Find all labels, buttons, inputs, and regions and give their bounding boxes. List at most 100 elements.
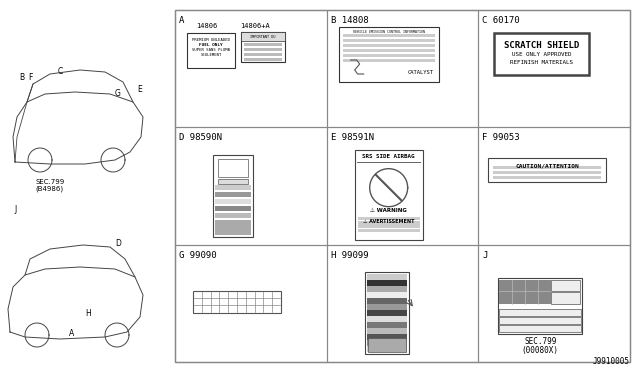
Bar: [552, 292, 580, 304]
Bar: [342, 59, 435, 62]
Bar: [552, 280, 580, 291]
Text: ⚠ WARNING: ⚠ WARNING: [370, 208, 407, 213]
Text: C: C: [58, 67, 63, 77]
Bar: [358, 224, 420, 227]
Bar: [193, 291, 281, 313]
Text: PREMIUM UNLEADED: PREMIUM UNLEADED: [192, 38, 230, 42]
Bar: [215, 220, 251, 225]
Text: G 99090: G 99090: [179, 251, 216, 260]
Bar: [367, 334, 406, 340]
Text: B 14808: B 14808: [331, 16, 368, 25]
Text: VEHICLE EMISSION CONTROL INFORMATION: VEHICLE EMISSION CONTROL INFORMATION: [353, 30, 425, 34]
Text: E 98591N: E 98591N: [331, 133, 374, 142]
Text: CAUTION/ATTENTION: CAUTION/ATTENTION: [515, 164, 579, 169]
Text: F: F: [28, 73, 32, 81]
Bar: [175, 245, 326, 362]
Bar: [367, 310, 406, 316]
Bar: [367, 328, 406, 334]
Bar: [326, 127, 478, 245]
Bar: [367, 346, 406, 352]
Text: E: E: [138, 86, 142, 94]
Text: (00080X): (00080X): [522, 346, 559, 355]
Text: C 60170: C 60170: [483, 16, 520, 25]
Bar: [175, 10, 326, 127]
Bar: [358, 221, 420, 224]
Text: J: J: [483, 251, 488, 260]
Bar: [244, 48, 282, 51]
Bar: [241, 32, 285, 41]
Text: SEC.799: SEC.799: [524, 337, 557, 346]
Bar: [365, 272, 409, 354]
Text: 14806: 14806: [196, 23, 218, 29]
Text: F 99053: F 99053: [483, 133, 520, 142]
Bar: [478, 245, 630, 362]
Bar: [367, 340, 406, 346]
Bar: [478, 10, 630, 127]
Bar: [493, 176, 602, 179]
Bar: [342, 54, 435, 57]
Text: A: A: [69, 330, 75, 339]
Bar: [367, 274, 406, 280]
Bar: [358, 229, 420, 232]
Bar: [175, 127, 326, 245]
Bar: [499, 278, 582, 334]
Bar: [488, 158, 606, 182]
Text: SRS SIDE AIRBAG: SRS SIDE AIRBAG: [362, 154, 415, 159]
Bar: [355, 150, 422, 240]
Bar: [499, 309, 581, 316]
Bar: [493, 166, 602, 169]
Text: SEULEMENT: SEULEMENT: [200, 53, 221, 57]
Text: REFINISH MATERIALS: REFINISH MATERIALS: [510, 60, 573, 64]
Bar: [499, 325, 581, 332]
Bar: [342, 39, 435, 42]
Text: J9910005: J9910005: [593, 357, 630, 366]
Text: 14806+A: 14806+A: [240, 23, 270, 29]
Bar: [215, 206, 251, 211]
Bar: [342, 49, 435, 52]
Text: H 99099: H 99099: [331, 251, 368, 260]
Text: SEC.799: SEC.799: [35, 179, 64, 185]
Text: IMPORTANT DU: IMPORTANT DU: [250, 35, 276, 38]
Text: USE ONLY APPROVED: USE ONLY APPROVED: [512, 52, 572, 58]
Bar: [213, 155, 253, 237]
Bar: [499, 280, 552, 304]
Text: ⚠ AVERTISSEMENT: ⚠ AVERTISSEMENT: [363, 219, 415, 224]
Bar: [215, 192, 251, 197]
Bar: [478, 127, 630, 245]
Bar: [367, 316, 406, 322]
Bar: [494, 33, 589, 75]
Bar: [367, 322, 406, 328]
Bar: [187, 33, 235, 68]
Bar: [342, 34, 435, 37]
Bar: [241, 32, 285, 62]
Text: G: G: [115, 90, 121, 99]
Bar: [339, 27, 438, 82]
Bar: [215, 221, 251, 235]
Text: D 98590N: D 98590N: [179, 133, 222, 142]
Text: CATALYST: CATALYST: [408, 70, 434, 74]
Bar: [342, 44, 435, 47]
Bar: [218, 179, 248, 184]
Bar: [244, 43, 282, 46]
Text: D: D: [115, 240, 121, 248]
Bar: [499, 317, 581, 324]
Bar: [493, 171, 602, 174]
Bar: [358, 217, 420, 220]
Text: SCRATCH SHIELD: SCRATCH SHIELD: [504, 41, 579, 49]
Bar: [215, 185, 251, 190]
Text: FUEL ONLY: FUEL ONLY: [199, 43, 223, 47]
Bar: [215, 213, 251, 218]
Bar: [358, 225, 420, 228]
Text: J: J: [15, 205, 17, 215]
Text: B: B: [19, 73, 24, 81]
Text: A: A: [179, 16, 184, 25]
Bar: [244, 58, 282, 61]
Text: SUPER SANS PLOMB: SUPER SANS PLOMB: [192, 48, 230, 52]
Bar: [175, 10, 630, 362]
Bar: [326, 245, 478, 362]
Text: (B4986): (B4986): [35, 186, 63, 192]
Bar: [367, 298, 406, 304]
Text: H: H: [85, 310, 91, 318]
Bar: [367, 280, 406, 286]
Bar: [367, 292, 406, 298]
